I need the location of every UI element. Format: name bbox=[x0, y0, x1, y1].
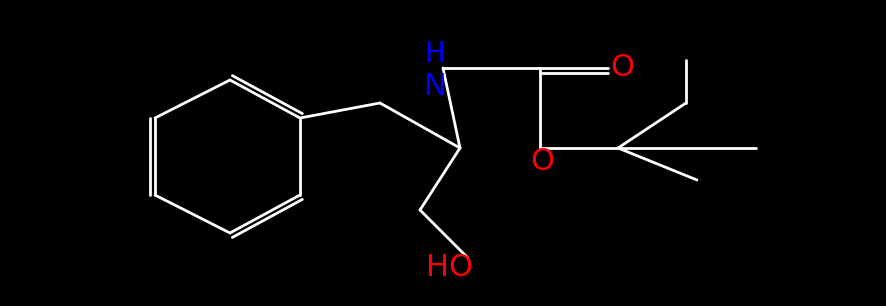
Text: N: N bbox=[424, 72, 447, 101]
Text: O: O bbox=[610, 54, 634, 83]
Text: O: O bbox=[530, 147, 554, 177]
Text: H: H bbox=[424, 40, 446, 68]
Text: HO: HO bbox=[426, 253, 473, 282]
